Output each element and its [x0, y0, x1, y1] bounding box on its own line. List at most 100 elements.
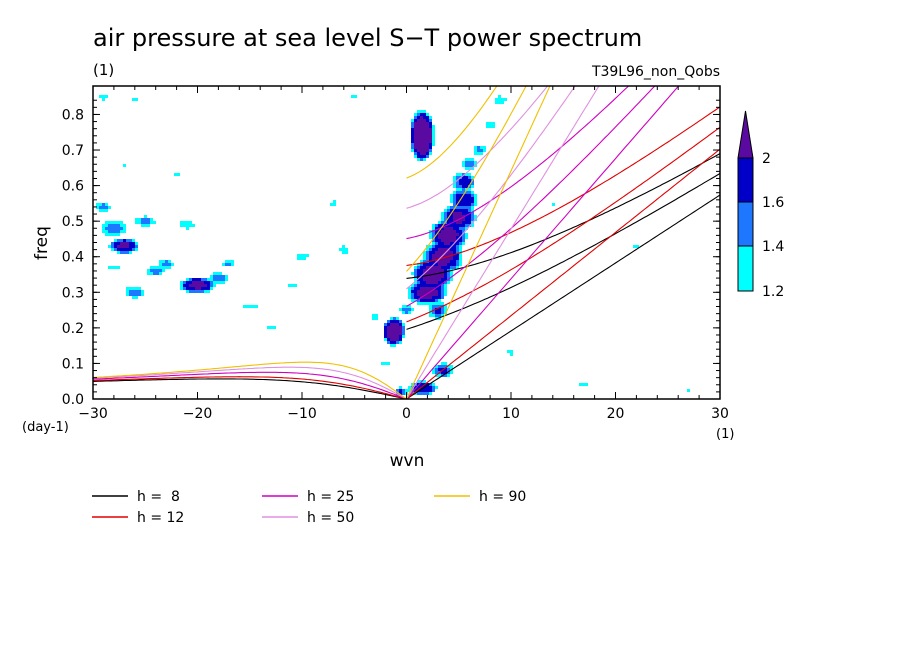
contour-cell [177, 173, 180, 176]
contour-cell [465, 185, 468, 188]
contour-cell [438, 245, 441, 248]
contour-cell [459, 263, 462, 266]
contour-cell [225, 263, 228, 266]
contour-cell [435, 293, 438, 296]
contour-cell [213, 278, 216, 281]
contour-cell [441, 227, 444, 230]
contour-cell [102, 209, 105, 212]
contour-cell [456, 191, 459, 194]
contour-cell [474, 215, 477, 218]
contour-cell [432, 371, 435, 374]
contour-cell [459, 260, 462, 263]
contour-cell [459, 191, 462, 194]
contour-cell [471, 185, 474, 188]
contour-cell [420, 263, 423, 266]
contour-cell [114, 242, 117, 245]
contour-cell [441, 218, 444, 221]
contour-cell [210, 278, 213, 281]
contour-cell [456, 218, 459, 221]
contour-cell [447, 221, 450, 224]
contour-cell [474, 197, 477, 200]
contour-cell [504, 98, 507, 101]
contour-cell [420, 131, 423, 134]
contour-cell [141, 218, 144, 221]
contour-cell [108, 230, 111, 233]
contour-cell [390, 326, 393, 329]
contour-cell [438, 260, 441, 263]
contour-cell [414, 272, 417, 275]
contour-cell [141, 224, 144, 227]
x-tick-label: 30 [711, 406, 729, 422]
contour-cell [438, 290, 441, 293]
contour-cell [453, 215, 456, 218]
contour-cell [216, 275, 219, 278]
contour-cell [390, 317, 393, 320]
contour-cell [228, 260, 231, 263]
contour-cell [150, 269, 153, 272]
mixed-rossby-gravity-curve [406, 86, 656, 307]
contour-cell [333, 200, 336, 203]
contour-cell [459, 245, 462, 248]
contour-cell [453, 191, 456, 194]
contour-cell [375, 317, 378, 320]
contour-cell [456, 215, 459, 218]
contour-cell [156, 269, 159, 272]
contour-cell [432, 239, 435, 242]
contour-cell [117, 227, 120, 230]
contour-cell [435, 365, 438, 368]
contour-cell [432, 314, 435, 317]
contour-cell [168, 263, 171, 266]
contour-cell [426, 128, 429, 131]
contour-cell [459, 230, 462, 233]
contour-cell [288, 284, 291, 287]
contour-cell [396, 332, 399, 335]
contour-cell [111, 224, 114, 227]
contour-cell [432, 269, 435, 272]
contour-cell [102, 230, 105, 233]
contour-cell [438, 365, 441, 368]
contour-cell [198, 281, 201, 284]
contour-cell [426, 296, 429, 299]
contour-cell [462, 179, 465, 182]
contour-cell [243, 305, 246, 308]
contour-cell [411, 137, 414, 140]
contour-cell [444, 236, 447, 239]
contour-cell [498, 95, 501, 98]
contour-cell [429, 119, 432, 122]
contour-cell [459, 218, 462, 221]
contour-cell [453, 236, 456, 239]
contour-cell [465, 164, 468, 167]
contour-cell [420, 119, 423, 122]
contour-cell [447, 368, 450, 371]
contour-cell [447, 266, 450, 269]
contour-cell [435, 269, 438, 272]
contour-cell [342, 245, 345, 248]
contour-cell [414, 113, 417, 116]
contour-cell [210, 275, 213, 278]
contour-cell [414, 146, 417, 149]
contour-cell [441, 287, 444, 290]
contour-cell [471, 200, 474, 203]
contour-cell [411, 389, 414, 392]
contour-cell [453, 251, 456, 254]
contour-cell [411, 272, 414, 275]
contour-cell [426, 290, 429, 293]
contour-cell [225, 278, 228, 281]
contour-cell [462, 239, 465, 242]
contour-cell [204, 278, 207, 281]
contour-cell [108, 206, 111, 209]
contour-cell [444, 311, 447, 314]
inertia-gravity-curve [406, 86, 549, 209]
contour-cell [432, 131, 435, 134]
contour-cell [438, 266, 441, 269]
contour-cell [333, 203, 336, 206]
contour-cell [441, 233, 444, 236]
contour-cell [465, 209, 468, 212]
contour-cell [426, 137, 429, 140]
contour-cell [450, 200, 453, 203]
contour-cell [474, 161, 477, 164]
legend-label: h = 90 [479, 489, 526, 505]
contour-cell [201, 281, 204, 284]
contour-cell [447, 281, 450, 284]
contour-cell [471, 212, 474, 215]
